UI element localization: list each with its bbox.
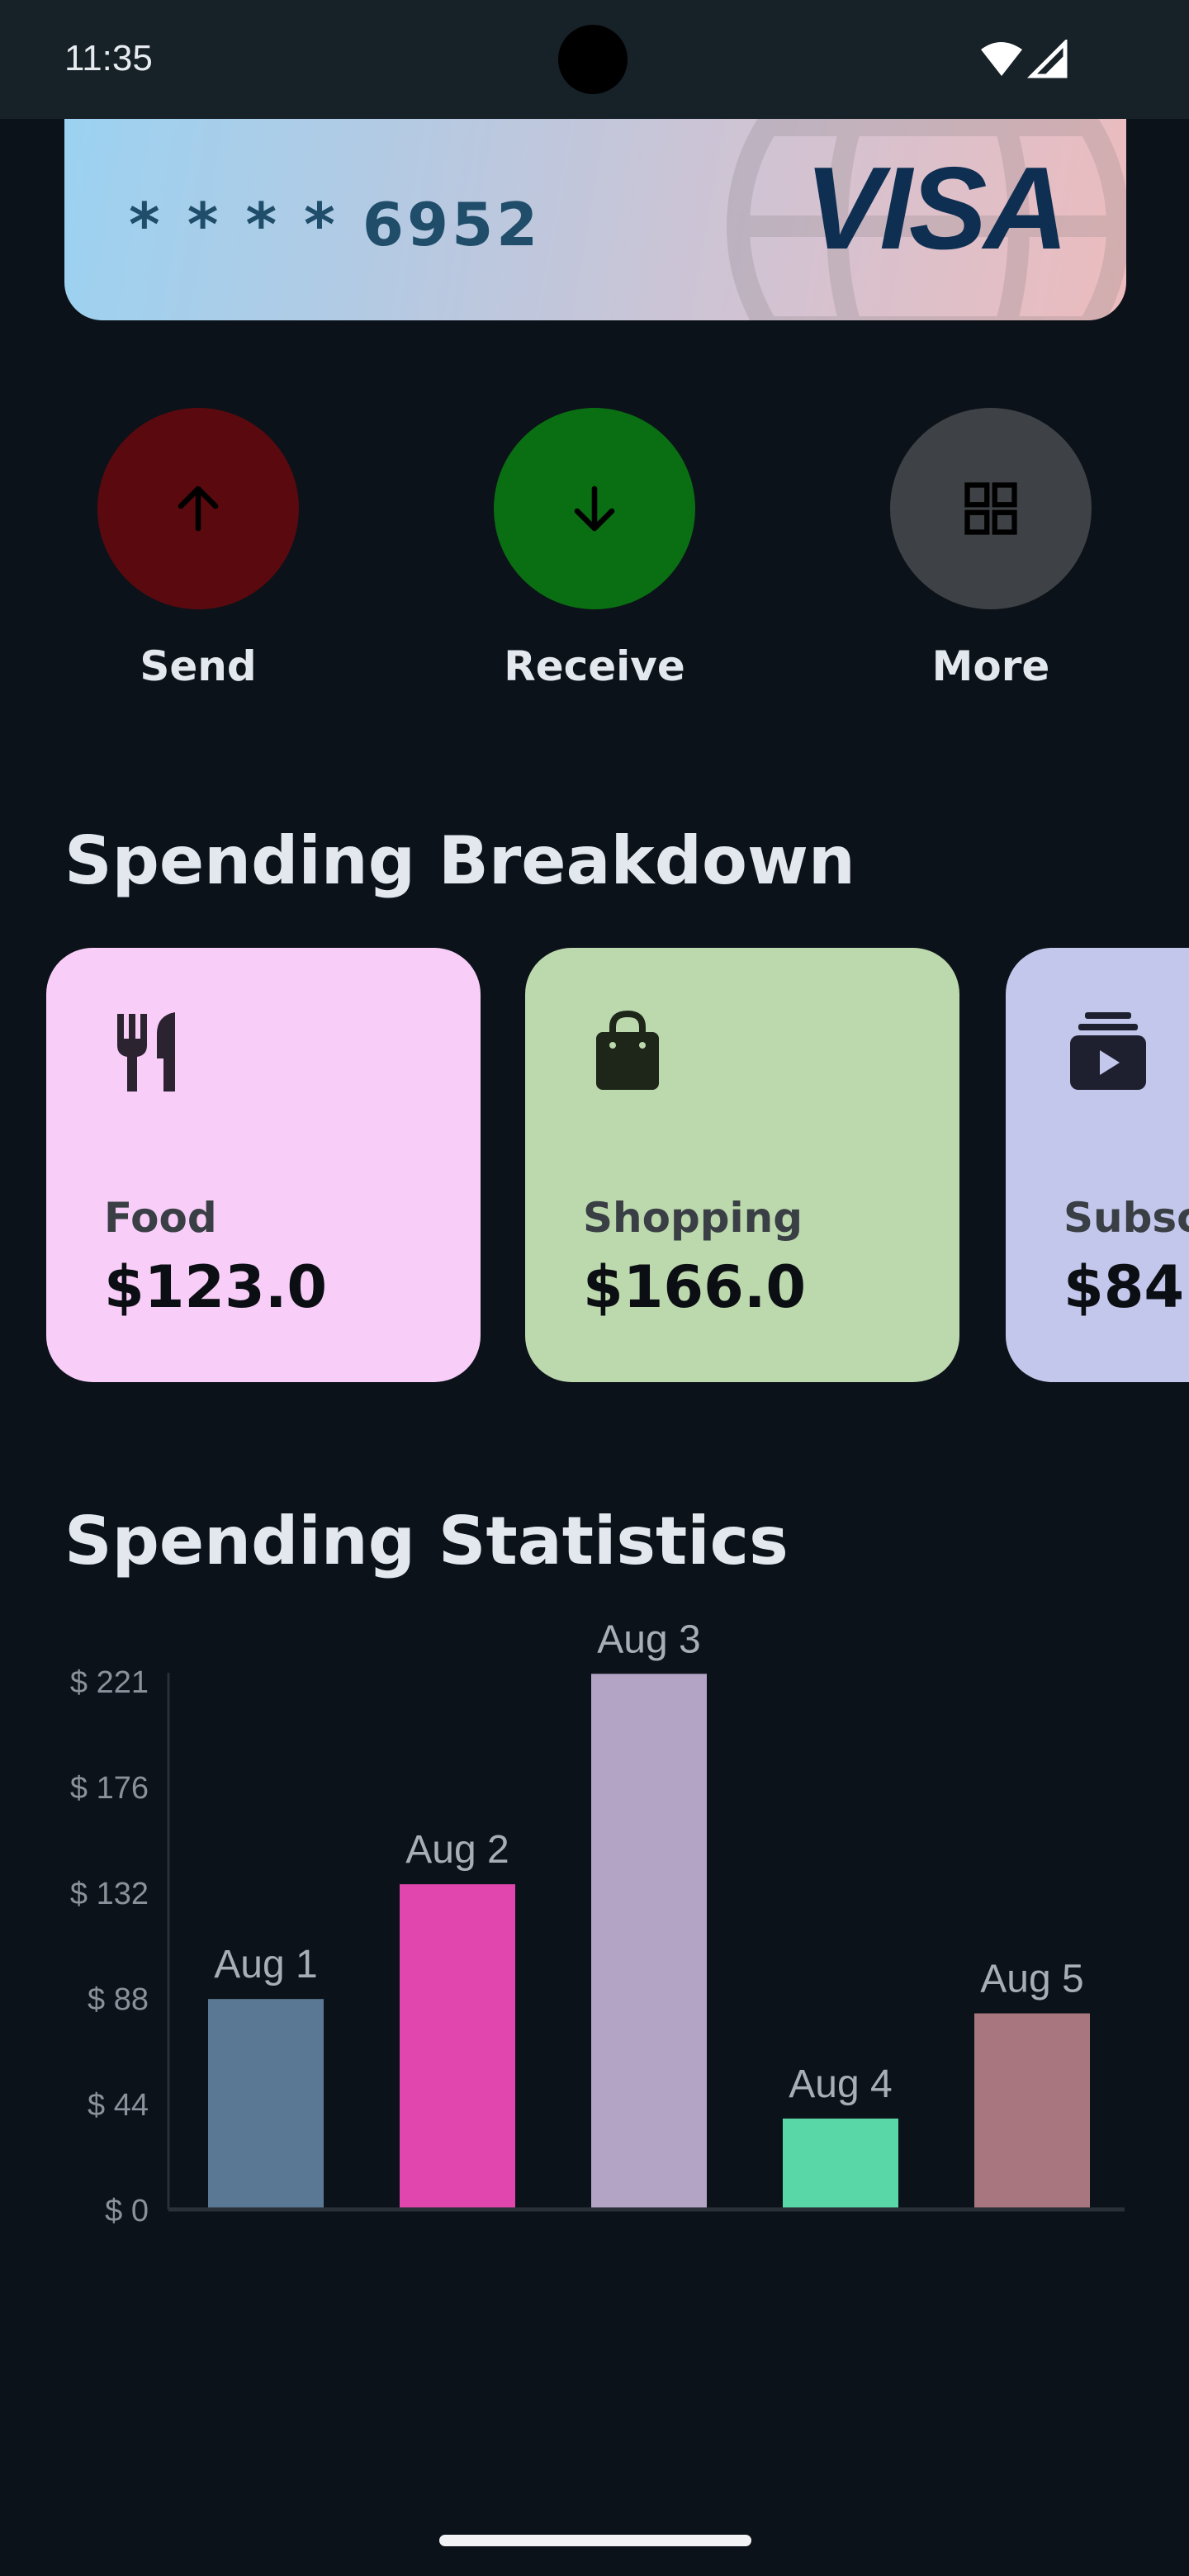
receive-action[interactable]: Receive — [494, 408, 695, 690]
spending-bar-chart: $ 0 $ 44 $ 88 $ 132 $ 176 $ 221 Aug 1 Aug 2 Aug … — [70, 1617, 1125, 2228]
visa-logo: VISA — [804, 143, 1068, 274]
status-time: 11:35 — [64, 38, 153, 78]
card-globe-pattern — [727, 119, 1126, 320]
spending-statistics-title: Spending Statistics — [64, 1503, 789, 1579]
chart-bar — [400, 1884, 515, 2209]
bar-data-label: Aug 3 — [597, 1617, 700, 1661]
send-button[interactable] — [97, 408, 299, 609]
breakdown-card-shopping[interactable]: Shopping $166.0 — [525, 948, 959, 1382]
breakdown-amount: $123.0 — [104, 1253, 328, 1321]
breakdown-card-food[interactable]: Food $123.0 — [46, 948, 481, 1382]
shopping-bag-icon — [596, 1010, 659, 1090]
breakdown-name: Subsc — [1063, 1194, 1189, 1242]
grid-icon — [964, 482, 1017, 535]
status-bar: 11:35 — [0, 0, 1189, 119]
chart-bar — [783, 2118, 898, 2209]
bar-data-label: Aug 2 — [405, 1828, 509, 1872]
receive-label: Receive — [504, 642, 685, 690]
arrow-down-icon — [574, 485, 615, 532]
breakdown-name: Shopping — [583, 1194, 803, 1242]
bank-card[interactable]: * * * * 6952 VISA — [64, 119, 1126, 320]
home-indicator[interactable] — [439, 2535, 751, 2546]
arrow-up-icon — [178, 485, 219, 532]
y-tick-label: $ 221 — [70, 1665, 149, 1700]
more-action[interactable]: More — [890, 408, 1092, 690]
wifi-icon — [981, 42, 1022, 76]
status-icons — [981, 40, 1068, 78]
more-label: More — [931, 642, 1050, 690]
breakdown-amount: $84. — [1063, 1253, 1189, 1321]
chart-bar — [974, 2013, 1090, 2209]
send-label: Send — [140, 642, 257, 690]
fork-knife-icon — [117, 1012, 175, 1091]
chart-bar — [591, 1674, 707, 2209]
bar-data-label: Aug 1 — [214, 1943, 317, 1986]
card-number: * * * * 6952 — [129, 190, 542, 259]
breakdown-card-subscriptions[interactable]: Subsc $84. — [1006, 948, 1189, 1382]
send-action[interactable]: Send — [97, 408, 299, 690]
y-tick-label: $ 0 — [105, 2194, 149, 2228]
breakdown-amount: $166.0 — [583, 1253, 807, 1321]
more-button[interactable] — [890, 408, 1092, 609]
breakdown-name: Food — [104, 1194, 217, 1242]
chart-bar — [208, 1999, 324, 2209]
spending-breakdown-title: Spending Breakdown — [64, 822, 855, 899]
receive-button[interactable] — [494, 408, 695, 609]
y-tick-label: $ 44 — [88, 2088, 149, 2123]
camera-cutout — [558, 25, 628, 94]
y-tick-label: $ 132 — [70, 1877, 149, 1911]
bar-data-label: Aug 4 — [789, 2062, 892, 2106]
y-tick-label: $ 176 — [70, 1771, 149, 1806]
y-tick-label: $ 88 — [88, 1982, 149, 2017]
subscriptions-icon — [1070, 1012, 1146, 1090]
bar-data-label: Aug 5 — [980, 1958, 1083, 2001]
